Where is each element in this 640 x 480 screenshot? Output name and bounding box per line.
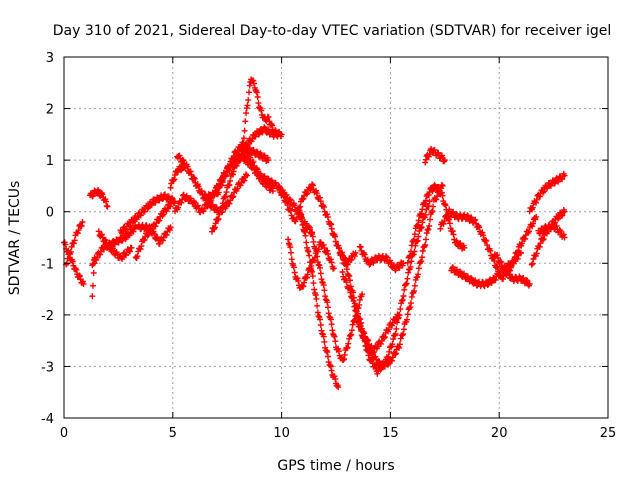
data-point-marks (209, 124, 285, 235)
data-series (174, 152, 250, 216)
data-point-marks (63, 219, 86, 268)
data-series (95, 228, 135, 262)
data-series (132, 197, 176, 262)
y-tick-label: -2 (41, 309, 54, 324)
data-series (448, 249, 524, 290)
x-tick-label: 5 (169, 426, 177, 441)
data-point-marks (404, 181, 468, 266)
grid (64, 57, 608, 418)
data-series (87, 186, 111, 210)
data-point-marks (87, 186, 111, 210)
x-axis-label: GPS time / hours (277, 458, 394, 474)
data-point-marks (491, 251, 533, 289)
data-series (404, 181, 468, 266)
data-series (326, 220, 403, 356)
y-tick-label: -3 (41, 360, 54, 375)
x-tick-label: 20 (491, 426, 508, 441)
chart-title: Day 310 of 2021, Sidereal Day-to-day VTE… (53, 23, 612, 39)
data-point-marks (535, 221, 568, 241)
data-series (491, 251, 533, 289)
x-tick-label: 15 (382, 426, 399, 441)
data-series (356, 243, 407, 274)
y-tick-label: 3 (46, 51, 54, 66)
data-point-marks (352, 182, 446, 371)
data-point-marks (448, 249, 524, 290)
plot-frame (63, 56, 609, 419)
data-point-marks (174, 152, 250, 216)
data-series (63, 219, 86, 268)
data-series (209, 124, 285, 235)
data-point-marks (95, 228, 135, 262)
y-axis-label: SDTVAR / TECUs (7, 181, 23, 296)
data-point-marks (135, 221, 174, 247)
data-point-marks (239, 76, 281, 151)
y-tick-label: -1 (41, 257, 54, 272)
data-point-marks (132, 197, 176, 262)
data-point-marks (526, 170, 568, 215)
data-series (135, 221, 174, 247)
data-point-marks (356, 243, 407, 274)
y-tick-label: 1 (46, 154, 54, 169)
y-tick-label: -4 (41, 412, 54, 427)
data-point-marks (326, 220, 403, 356)
data-marks (61, 76, 568, 391)
data-point-marks (296, 204, 342, 391)
axis-ticks: 0 5 10 15 20 25 -4 -3 -2 -1 0 1 2 3 (41, 51, 616, 441)
data-series (526, 170, 568, 215)
data-series (422, 145, 448, 166)
x-tick-label: 10 (273, 426, 290, 441)
x-tick-label: 25 (600, 426, 617, 441)
data-point-marks (422, 145, 448, 166)
y-tick-label: 2 (46, 103, 54, 118)
data-series (239, 76, 281, 151)
data-series (296, 204, 342, 391)
data-series (535, 221, 568, 241)
y-tick-label: 0 (46, 206, 54, 221)
x-tick-label: 0 (60, 426, 68, 441)
data-series (352, 182, 446, 371)
